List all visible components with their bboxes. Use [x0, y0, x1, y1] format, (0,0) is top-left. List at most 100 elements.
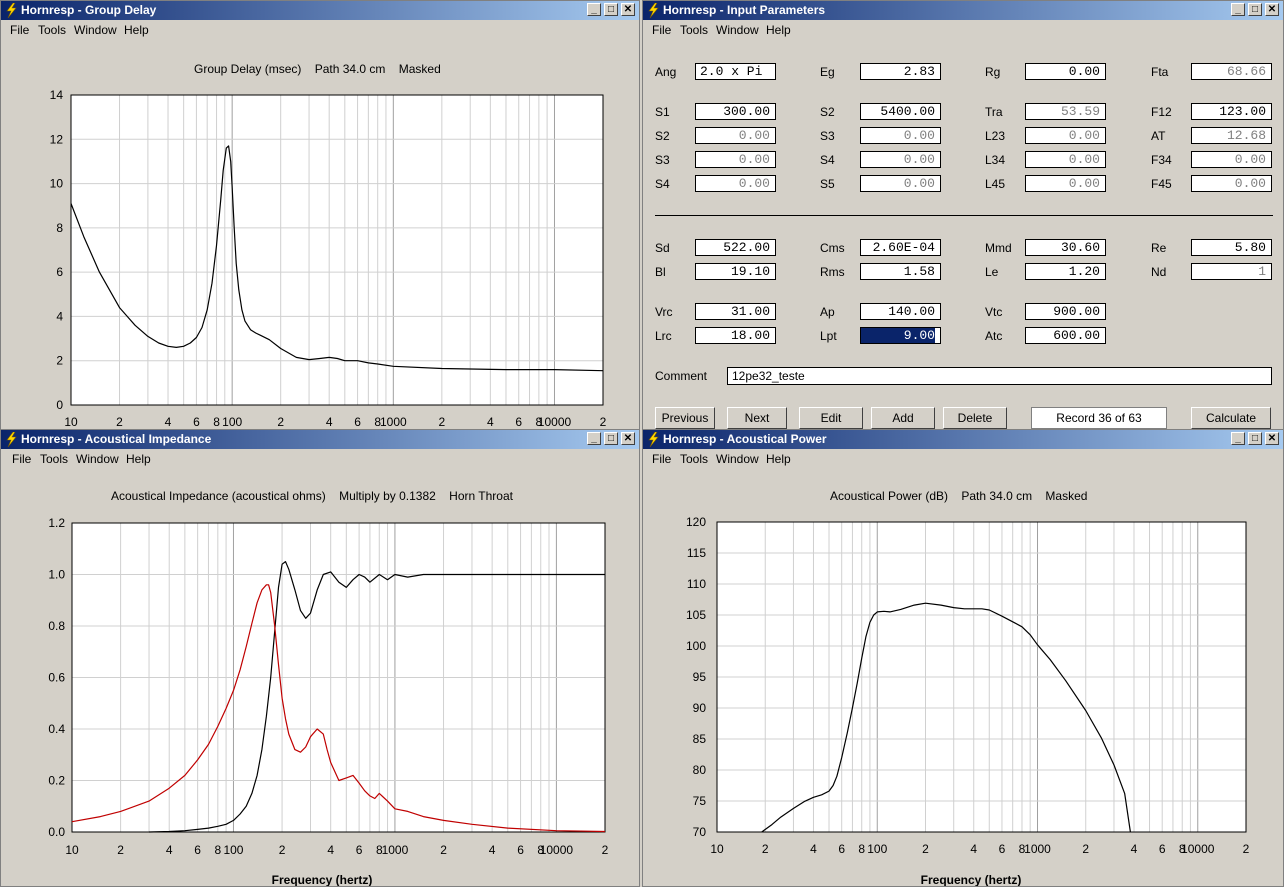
x-tick-label: 100	[867, 842, 887, 856]
menu-window[interactable]: Window	[76, 452, 119, 466]
hornresp-logo-icon	[648, 3, 659, 18]
atc-field[interactable]: 600.00	[1025, 327, 1106, 344]
s2-seg-label: S2	[655, 129, 670, 143]
menu-file[interactable]: File	[10, 23, 30, 37]
menu-tools[interactable]: Tools	[680, 452, 709, 466]
s3-seg-label: S3	[655, 153, 670, 167]
menu-tools[interactable]: Tools	[38, 23, 67, 37]
y-tick-label: 95	[693, 670, 707, 684]
x-tick-label: 4	[326, 415, 333, 429]
y-tick-label: 105	[686, 608, 706, 622]
s3-field[interactable]: 0.00	[860, 127, 941, 144]
l34-field[interactable]: 0.00	[1025, 151, 1106, 168]
window-title: Hornresp - Acoustical Impedance	[21, 432, 212, 446]
nd-label: Nd	[1151, 265, 1167, 279]
cms-field[interactable]: 2.60E-04	[860, 239, 941, 256]
title-bar[interactable]: Hornresp - Acoustical Power _ □ ✕	[643, 430, 1283, 449]
lpt-selected-text: 9.00	[861, 328, 935, 343]
menu-help[interactable]: Help	[766, 23, 791, 37]
close-icon[interactable]: ✕	[621, 432, 635, 445]
minimize-icon[interactable]: _	[587, 432, 601, 445]
minimize-icon[interactable]: _	[1231, 3, 1245, 16]
s4-field[interactable]: 0.00	[860, 151, 941, 168]
maximize-icon[interactable]: □	[1248, 3, 1262, 16]
menu-help[interactable]: Help	[766, 452, 791, 466]
sd-label: Sd	[655, 241, 670, 255]
f12-field[interactable]: 123.00	[1191, 103, 1272, 120]
comment-field[interactable]: 12pe32_teste	[727, 367, 1272, 385]
ap-field[interactable]: 140.00	[860, 303, 941, 320]
menu-help[interactable]: Help	[124, 23, 149, 37]
rg-field[interactable]: 0.00	[1025, 63, 1106, 80]
lrc-field[interactable]: 18.00	[695, 327, 776, 344]
x-tick-label: 10000	[540, 843, 574, 857]
l45-field[interactable]: 0.00	[1025, 175, 1106, 192]
s2-seg-field[interactable]: 0.00	[695, 127, 776, 144]
at-label: AT	[1151, 129, 1166, 143]
hornresp-logo-icon	[6, 3, 17, 18]
sd-field[interactable]: 522.00	[695, 239, 776, 256]
calculate-button[interactable]: Calculate	[1191, 407, 1271, 429]
x-tick-label: 4	[810, 842, 817, 856]
delete-button[interactable]: Delete	[943, 407, 1007, 429]
vtc-field[interactable]: 900.00	[1025, 303, 1106, 320]
eg-field[interactable]: 2.83	[860, 63, 941, 80]
x-tick-label: 10	[710, 842, 724, 856]
previous-button[interactable]: Previous	[655, 407, 715, 429]
title-bar[interactable]: Hornresp - Input Parameters _ □ ✕	[643, 1, 1283, 20]
y-tick-label: 1.2	[48, 516, 65, 530]
s3-seg-field[interactable]: 0.00	[695, 151, 776, 168]
menu-file[interactable]: File	[652, 23, 672, 37]
rms-field[interactable]: 1.58	[860, 263, 941, 280]
close-icon[interactable]: ✕	[621, 3, 635, 16]
bl-field[interactable]: 19.10	[695, 263, 776, 280]
s5-field[interactable]: 0.00	[860, 175, 941, 192]
next-button[interactable]: Next	[727, 407, 787, 429]
maximize-icon[interactable]: □	[1248, 432, 1262, 445]
menu-tools[interactable]: Tools	[40, 452, 69, 466]
maximize-icon[interactable]: □	[604, 3, 618, 16]
x-tick-label: 2	[116, 415, 123, 429]
x-tick-label: 1000	[380, 415, 407, 429]
menu-window[interactable]: Window	[716, 23, 759, 37]
mmd-field[interactable]: 30.60	[1025, 239, 1106, 256]
ang-field[interactable]: 2.0 x Pi	[695, 63, 776, 80]
maximize-icon[interactable]: □	[604, 432, 618, 445]
vrc-field[interactable]: 31.00	[695, 303, 776, 320]
menu-file[interactable]: File	[652, 452, 672, 466]
minimize-icon[interactable]: _	[587, 3, 601, 16]
re-field[interactable]: 5.80	[1191, 239, 1272, 256]
l23-field[interactable]: 0.00	[1025, 127, 1106, 144]
s1-field[interactable]: 300.00	[695, 103, 776, 120]
y-tick-label: 12	[50, 132, 64, 146]
close-icon[interactable]: ✕	[1265, 432, 1279, 445]
lpt-field[interactable]: 9.00	[860, 327, 941, 344]
add-button[interactable]: Add	[871, 407, 935, 429]
menu-tools[interactable]: Tools	[680, 23, 709, 37]
menu-file[interactable]: File	[12, 452, 32, 466]
title-bar[interactable]: Hornresp - Acoustical Impedance _ □ ✕	[1, 430, 639, 449]
close-icon[interactable]: ✕	[1265, 3, 1279, 16]
window-title: Hornresp - Input Parameters	[663, 3, 826, 17]
edit-button[interactable]: Edit	[799, 407, 863, 429]
s1-label: S1	[655, 105, 670, 119]
x-tick-label: 6	[354, 415, 361, 429]
minimize-icon[interactable]: _	[1231, 432, 1245, 445]
y-tick-label: 14	[50, 88, 64, 102]
le-label: Le	[985, 265, 999, 279]
title-bar[interactable]: Hornresp - Group Delay _ □ ✕	[1, 1, 639, 20]
menu-help[interactable]: Help	[126, 452, 151, 466]
menu-window[interactable]: Window	[716, 452, 759, 466]
tra-field: 53.59	[1025, 103, 1106, 120]
menu-window[interactable]: Window	[74, 23, 117, 37]
ap-label: Ap	[820, 305, 835, 319]
s4-seg-field[interactable]: 0.00	[695, 175, 776, 192]
x-tick-label: 100	[222, 415, 242, 429]
s2-field[interactable]: 5400.00	[860, 103, 941, 120]
le-field[interactable]: 1.20	[1025, 263, 1106, 280]
cms-label: Cms	[820, 241, 845, 255]
group-delay-window: Hornresp - Group Delay _ □ ✕ File Tools …	[0, 0, 640, 430]
f45-label: F45	[1151, 177, 1172, 191]
l34-label: L34	[985, 153, 1006, 167]
s2-label: S2	[820, 105, 835, 119]
